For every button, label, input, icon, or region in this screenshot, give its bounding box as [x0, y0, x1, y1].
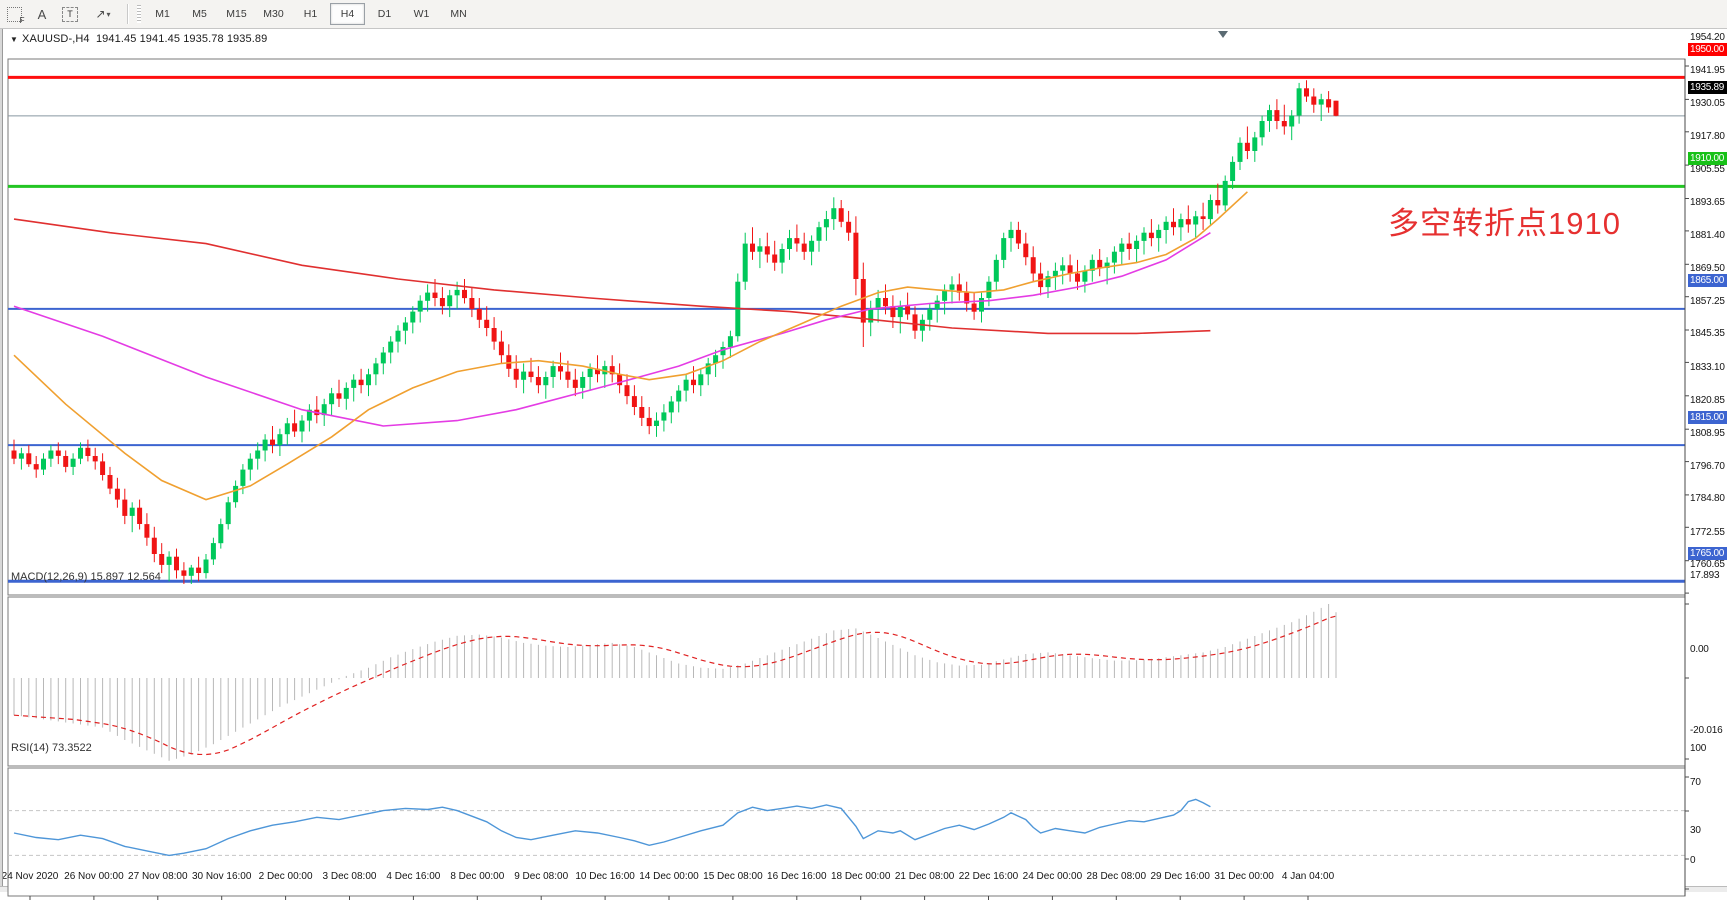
- window-left-edge: [0, 28, 3, 886]
- timeframe-button-h4[interactable]: H4: [330, 3, 365, 25]
- date-tick-label: 18 Dec 00:00: [830, 871, 891, 882]
- top-toolbar: F A T ↗ ▾ M1 M5 M15 M30 H1 H4 D1 W1 MN: [0, 0, 1727, 29]
- chart-title: ▼ XAUUSD-,H4 1941.45 1941.45 1935.78 1935…: [10, 33, 267, 45]
- text-label-icon[interactable]: A: [29, 3, 55, 25]
- toolbar-drag-handle[interactable]: [137, 5, 141, 23]
- date-tick-label: 29 Dec 16:00: [1150, 871, 1210, 882]
- macd-value: 15.897: [90, 571, 125, 583]
- macd-tick-label: 0.00: [1690, 644, 1709, 655]
- rsi-line: [13, 798, 1211, 857]
- ma-mid-magenta: [13, 232, 1211, 427]
- ohlc-readout: 1941.45 1941.45 1935.78 1935.89: [95, 33, 268, 45]
- date-tick-label: 4 Dec 16:00: [386, 871, 441, 882]
- date-tick-label: 3 Dec 08:00: [322, 871, 377, 882]
- price-level-badge: 1765.00: [1688, 546, 1727, 560]
- ma-slow-red: [13, 218, 1211, 335]
- rsi-indicator-label: RSI(14) 73.3522: [11, 742, 92, 754]
- date-tick-label: 2 Dec 00:00: [258, 871, 313, 882]
- timeframe-button-m1[interactable]: M1: [155, 8, 170, 20]
- price-chart-svg: [7, 58, 1689, 900]
- timeframe-button-m15[interactable]: M15: [226, 8, 247, 20]
- date-tick-label: 15 Dec 08:00: [703, 871, 763, 882]
- price-tick-label: 1893.65: [1690, 196, 1725, 208]
- chart-shift-marker-icon[interactable]: [1218, 31, 1228, 38]
- price-tick-label: 1857.25: [1690, 296, 1725, 308]
- price-tick-label: 1869.50: [1690, 262, 1725, 274]
- ma-fast-orange: [13, 191, 1248, 501]
- timeframe-button-w1[interactable]: W1: [413, 8, 430, 20]
- rsi-value: 73.3522: [51, 742, 92, 754]
- price-level-badge: 1815.00: [1688, 410, 1727, 424]
- arrow-tools-icon-glyph: ↗: [95, 7, 106, 21]
- macd-tick-label: 17.893: [1690, 570, 1720, 581]
- chart-grid-icon[interactable]: F: [1, 3, 27, 25]
- price-tick-label: 1772.55: [1690, 526, 1725, 538]
- date-tick-label: 14 Dec 00:00: [639, 871, 699, 882]
- macd-signal-value: 12.564: [127, 571, 161, 583]
- price-tick-label: 1808.95: [1690, 427, 1725, 439]
- date-tick-label: 8 Dec 00:00: [450, 871, 505, 882]
- price-level-badge: 1950.00: [1688, 42, 1727, 56]
- symbol-dropdown-icon[interactable]: ▼: [10, 35, 19, 44]
- chart-annotation-text: 多空转折点1910: [1388, 206, 1621, 241]
- price-level-badge: 1865.00: [1688, 274, 1727, 288]
- date-tick-label: 24 Dec 00:00: [1022, 871, 1083, 882]
- price-tick-label: 1845.35: [1690, 328, 1725, 340]
- price-tick-label: 1941.95: [1690, 65, 1725, 77]
- rsi-tick-label: 70: [1690, 777, 1701, 788]
- date-tick-label: 31 Dec 00:00: [1214, 871, 1274, 882]
- price-tick-label: 1954.20: [1690, 32, 1725, 43]
- price-tick-label: 1760.65: [1690, 559, 1725, 571]
- chevron-down-icon[interactable]: ▾: [106, 9, 111, 19]
- rsi-tick-label: 30: [1690, 825, 1701, 836]
- date-tick-label: 27 Nov 08:00: [128, 871, 188, 882]
- price-tick-label: 1930.05: [1690, 97, 1725, 109]
- timeframe-button-group: M1 M5 M15 M30 H1 H4 D1 W1 MN: [144, 3, 477, 25]
- price-tick-label: 1881.40: [1690, 230, 1725, 242]
- timeframe-button-h1[interactable]: H1: [303, 8, 318, 20]
- text-box-icon-glyph: T: [62, 6, 78, 22]
- text-label-icon-glyph: A: [37, 6, 47, 22]
- timeframe-button-m30[interactable]: M30: [263, 8, 284, 20]
- rsi-tick-label: 0: [1690, 855, 1696, 866]
- date-tick-label: 4 Jan 04:00: [1281, 871, 1335, 882]
- rsi-tick-label: 100: [1690, 743, 1707, 754]
- price-tick-label: 1784.80: [1690, 493, 1725, 505]
- toolbar-separator: [127, 4, 129, 24]
- symbol-label: XAUUSD-,H4: [22, 33, 90, 45]
- date-tick-label: 30 Nov 16:00: [191, 871, 252, 882]
- macd-indicator-label: MACD(12,26,9) 15.897 12.564: [11, 571, 161, 583]
- date-tick-label: 21 Dec 08:00: [894, 871, 955, 882]
- timeframe-button-d1[interactable]: D1: [377, 8, 392, 20]
- timeframe-button-mn[interactable]: MN: [450, 8, 467, 20]
- date-tick-label: 10 Dec 16:00: [575, 871, 635, 882]
- date-tick-label: 24 Nov 2020: [1, 871, 59, 882]
- price-tick-label: 1820.85: [1690, 395, 1725, 407]
- price-level-badge: 1910.00: [1688, 151, 1727, 165]
- price-tick-label: 1833.10: [1690, 361, 1725, 373]
- date-tick-label: 9 Dec 08:00: [514, 871, 569, 882]
- chart-canvas[interactable]: [0, 28, 1727, 900]
- price-level-badge: 1935.89: [1688, 81, 1727, 95]
- date-tick-label: 28 Dec 08:00: [1086, 871, 1147, 882]
- date-tick-label: 16 Dec 16:00: [767, 871, 827, 882]
- price-tick-label: 1796.70: [1690, 460, 1725, 472]
- macd-tick-label: -20.016: [1690, 725, 1723, 736]
- price-tick-label: 1917.80: [1690, 131, 1725, 143]
- timeframe-button-m5[interactable]: M5: [192, 8, 207, 20]
- arrow-tools-icon[interactable]: ↗ ▾: [85, 3, 121, 25]
- macd-signal-line: [13, 615, 1337, 756]
- price-tick-label: 1905.55: [1690, 164, 1725, 176]
- date-tick-label: 22 Dec 16:00: [958, 871, 1019, 882]
- date-tick-label: 26 Nov 00:00: [64, 871, 124, 882]
- text-box-icon[interactable]: T: [57, 3, 83, 25]
- chart-grid-icon-glyph: F: [6, 6, 25, 25]
